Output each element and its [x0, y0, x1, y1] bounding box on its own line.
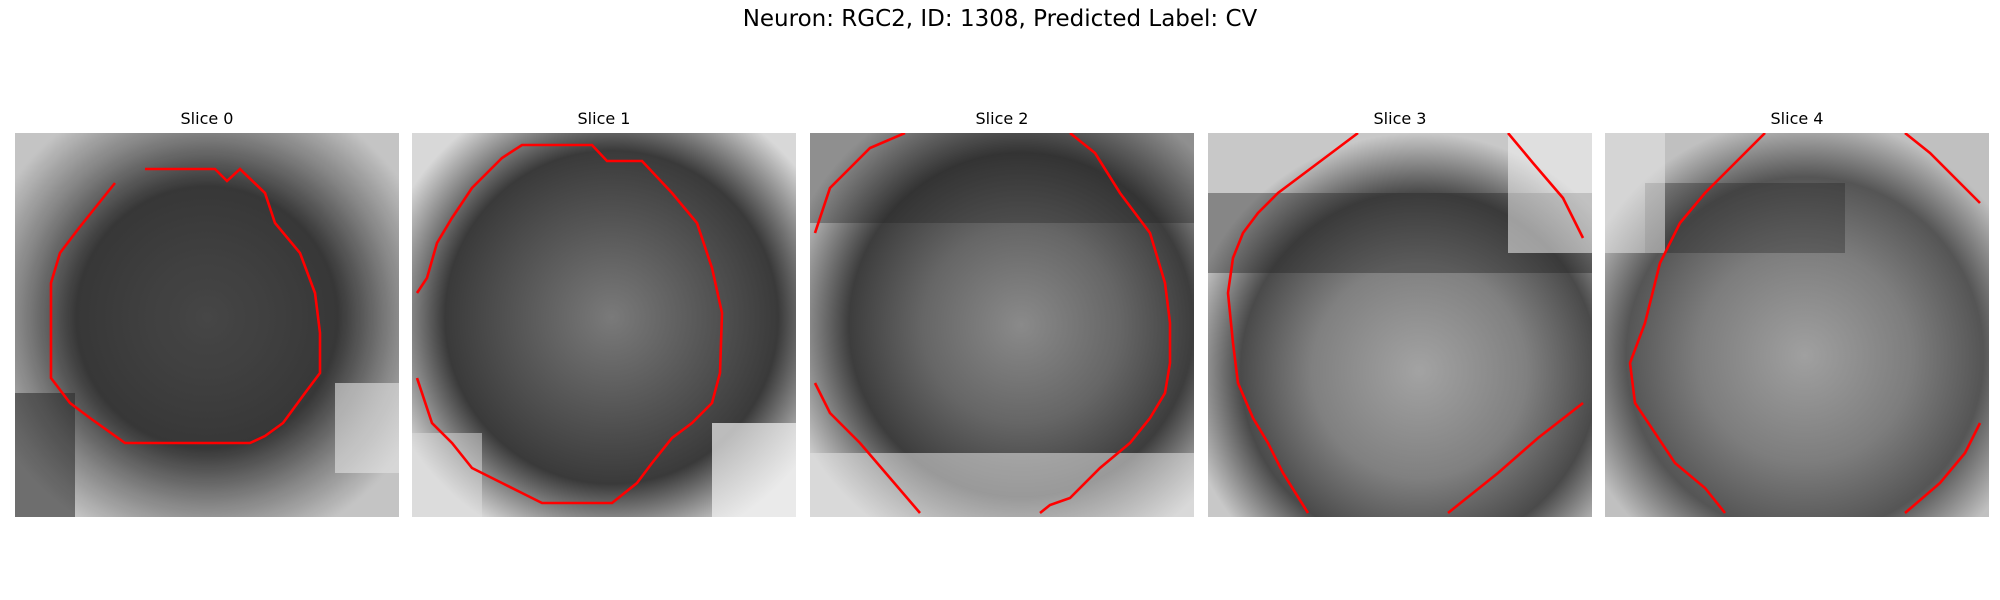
contour-outline — [1226, 133, 1359, 514]
panel-slice-2: Slice 2 — [810, 108, 1194, 517]
contour-outline — [415, 143, 724, 505]
contour-outline — [1904, 133, 1981, 204]
slice-image — [412, 133, 796, 517]
contour-outline — [813, 133, 906, 234]
slice-image — [15, 133, 399, 517]
panel-slice-0: Slice 0 — [15, 108, 399, 517]
panel-title: Slice 4 — [1770, 109, 1824, 128]
slice-image — [1208, 133, 1592, 517]
contour-outline — [1039, 133, 1172, 515]
contour-outline — [1447, 401, 1584, 515]
panel-slice-4: Slice 4 — [1605, 108, 1989, 517]
panel-title: Slice 0 — [180, 109, 234, 128]
slice-image — [1605, 133, 1989, 517]
panel-slice-3: Slice 3 — [1208, 108, 1592, 517]
panel-title: Slice 3 — [1373, 109, 1427, 128]
figure-title: Neuron: RGC2, ID: 1308, Predicted Label:… — [742, 6, 1258, 32]
contour-outline — [1904, 422, 1982, 514]
panel-title: Slice 1 — [577, 109, 631, 128]
panel-title: Slice 2 — [975, 109, 1029, 128]
contour-outline — [1628, 133, 1766, 514]
panel-slice-1: Slice 1 — [412, 108, 796, 517]
contour-outline — [49, 167, 322, 445]
slice-image — [810, 133, 1194, 517]
contour-outline — [813, 382, 921, 514]
contour-outline — [1507, 133, 1585, 239]
